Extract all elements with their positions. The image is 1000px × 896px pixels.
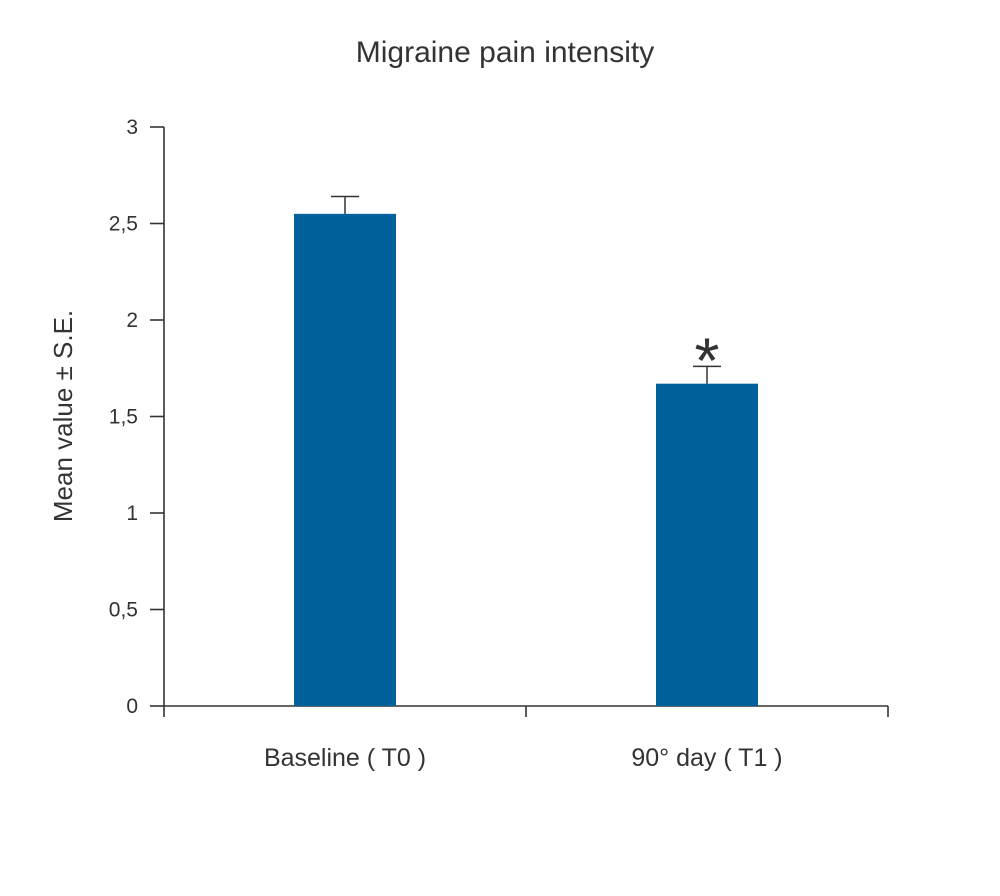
y-tick-label: 2,5	[109, 213, 138, 236]
y-axis-title: Mean value ± S.E.	[48, 310, 78, 522]
y-tick-label: 3	[126, 116, 138, 139]
bar	[656, 383, 758, 706]
chart-title: Migraine pain intensity	[356, 36, 655, 69]
y-tick-label: 0,5	[109, 599, 138, 622]
y-tick-label: 1	[126, 502, 138, 525]
significance-marker: *	[695, 324, 720, 396]
bar	[294, 213, 396, 706]
y-tick-label: 1,5	[109, 406, 138, 429]
y-tick-label: 2	[126, 309, 138, 332]
x-category-label: Baseline ( T0 )	[264, 744, 426, 772]
plot-area: 0 0,5 1 1,5 2 2,5 3 Baseline ( T0 ) * 90° day ( T…	[109, 116, 889, 772]
y-tick-label: 0	[126, 695, 138, 718]
x-category-label: 90° day ( T1 )	[631, 744, 782, 772]
